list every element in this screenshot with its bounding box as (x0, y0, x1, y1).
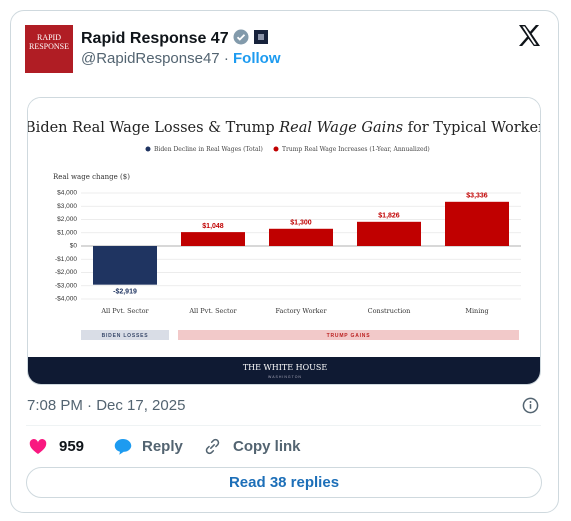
y-tick-label: -$3,000 (55, 282, 77, 289)
display-name[interactable]: Rapid Response 47 (81, 29, 268, 48)
info-icon[interactable] (522, 397, 539, 414)
tweet-card (10, 10, 559, 513)
legend-swatch (145, 146, 151, 152)
reply-icon[interactable] (114, 438, 132, 455)
value-label: $3,336 (466, 193, 488, 200)
legend-label: Trump Real Wage Increases (1-Year, Annua… (282, 146, 430, 153)
chart: Biden Real Wage Losses & Trump Real Wage… (28, 98, 541, 384)
handle-row: @RapidResponse47 · Follow (81, 50, 281, 67)
legend-label: Biden Decline in Real Wages (Total) (154, 146, 263, 153)
y-tick-label: -$2,000 (55, 269, 77, 276)
tweet-image[interactable]: Biden Real Wage Losses & Trump Real Wage… (27, 97, 541, 385)
bar (181, 232, 245, 246)
group-band (81, 330, 169, 340)
group-label: BIDEN LOSSES (102, 333, 149, 339)
y-tick-label: -$4,000 (55, 296, 77, 303)
x-tick-label: Construction (368, 307, 411, 315)
y-tick-label: $1,000 (57, 229, 77, 236)
legend-swatch (273, 146, 279, 152)
y-tick-label: $0 (70, 243, 78, 250)
group-label: TRUMP GAINS (327, 333, 371, 339)
copy-link-button[interactable]: Copy link (233, 438, 301, 455)
y-tick-label: $4,000 (57, 190, 77, 197)
value-label: $1,300 (290, 220, 312, 227)
title-part: Real Wage Gains (278, 120, 403, 136)
follow-button[interactable]: Follow (233, 50, 281, 67)
link-icon[interactable] (204, 438, 221, 455)
verified-badge (233, 29, 249, 45)
timestamp[interactable]: 7:08 PM · Dec 17, 2025 (27, 397, 186, 414)
handle[interactable]: @RapidResponse47 (81, 50, 220, 67)
value-label: -$2,919 (113, 289, 137, 296)
footer-title: THE WHITE HOUSE (243, 363, 328, 372)
bar (445, 201, 509, 246)
footer-band (28, 357, 540, 384)
footer-subtitle: WASHINGTON (268, 375, 302, 379)
x-tick-label: Factory Worker (275, 307, 327, 315)
x-logo[interactable] (518, 25, 541, 46)
reply-button[interactable]: Reply (142, 438, 183, 455)
x-tick-label: All Pvt. Sector (188, 307, 237, 315)
group-band (178, 330, 519, 340)
y-axis-label: Real wage change ($) (53, 173, 130, 181)
read-replies-button[interactable]: Read 38 replies (26, 467, 542, 498)
y-tick-label: $2,000 (57, 216, 77, 223)
bar (93, 246, 157, 285)
value-label: $1,048 (202, 223, 224, 230)
title-part: Biden Real Wage Losses & Trump (28, 120, 279, 136)
name-text[interactable]: Rapid Response 47 (81, 30, 229, 47)
bar (357, 221, 421, 246)
chart-title: Biden Real Wage Losses & Trump Real Wage… (28, 120, 541, 136)
x-tick-label: All Pvt. Sector (100, 307, 149, 315)
like-count[interactable]: 959 (59, 438, 85, 455)
affiliate-badge (253, 30, 268, 44)
bar (269, 228, 333, 246)
y-tick-label: -$1,000 (55, 256, 77, 263)
x-tick-label: Mining (465, 307, 488, 315)
separator: · (223, 50, 229, 67)
avatar[interactable]: RAPID RESPONSE (25, 25, 73, 73)
like-icon[interactable] (29, 438, 47, 455)
divider (26, 425, 541, 426)
value-label: $1,826 (378, 213, 400, 220)
y-tick-label: $3,000 (57, 203, 77, 210)
title-part: for Typical Worker (403, 120, 541, 136)
